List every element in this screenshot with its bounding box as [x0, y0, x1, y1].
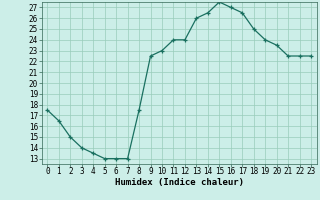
X-axis label: Humidex (Indice chaleur): Humidex (Indice chaleur)	[115, 178, 244, 187]
